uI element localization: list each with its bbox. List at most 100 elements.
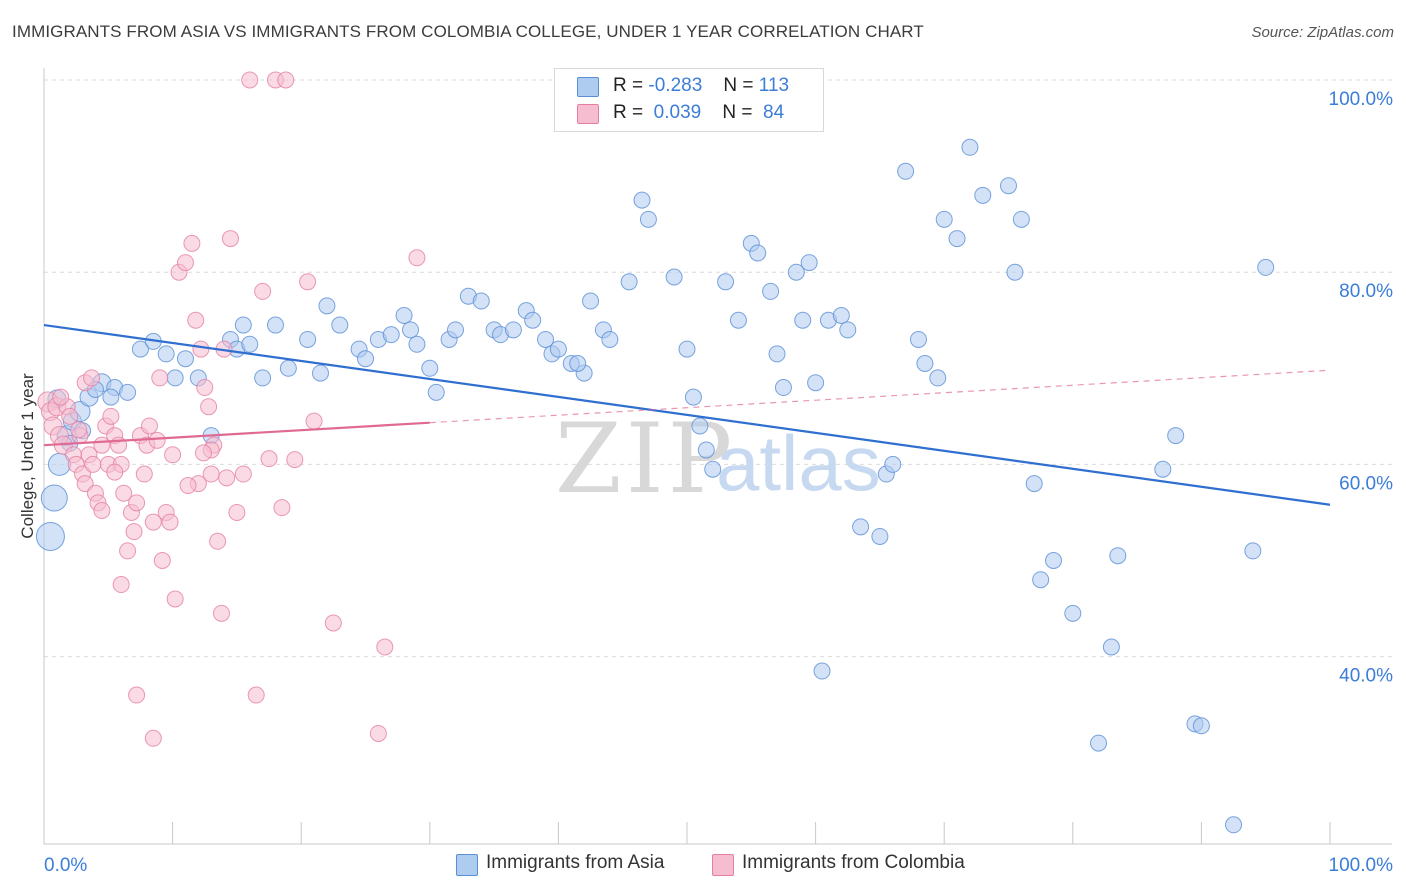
asia-point — [1244, 542, 1262, 560]
colombia-point — [153, 552, 171, 570]
asia-point — [800, 254, 818, 272]
asia-point — [408, 335, 426, 353]
asia-point — [961, 138, 979, 156]
colombia-point — [61, 407, 79, 425]
colombia-point — [273, 499, 291, 517]
stats-legend: R = -0.283 N = 113 R = 0.039 N = 84 — [554, 68, 824, 132]
asia-point — [241, 335, 259, 353]
y-tick-label: 100.0% — [1329, 89, 1394, 110]
asia-point — [601, 330, 619, 348]
asia-point — [897, 162, 915, 180]
colombia-point — [241, 71, 259, 89]
colombia-point — [228, 503, 246, 521]
asia-point — [1109, 547, 1127, 565]
colombia-point — [70, 421, 88, 439]
colombia-point — [128, 686, 146, 704]
colombia-point — [277, 71, 295, 89]
asia-point — [974, 186, 992, 204]
colombia-point — [299, 273, 317, 291]
colombia-point — [135, 465, 153, 483]
asia-point — [807, 374, 825, 392]
colombia-r-value: 0.039 — [653, 102, 702, 123]
colombia-swatch — [577, 104, 599, 124]
x-tick-label-max: 100.0% — [1329, 855, 1394, 876]
asia-point — [40, 484, 68, 512]
asia-point — [1064, 604, 1082, 622]
asia-point — [569, 354, 587, 372]
asia-point — [504, 321, 522, 339]
asia-point — [762, 282, 780, 300]
asia-point — [35, 521, 65, 551]
asia-point — [1045, 552, 1063, 570]
asia-point — [421, 359, 439, 377]
asia-point — [697, 441, 715, 459]
colombia-n-value: 84 — [763, 102, 785, 123]
colombia-point — [376, 638, 394, 656]
colombia-point — [194, 444, 212, 462]
colombia-point — [286, 451, 304, 469]
colombia-point — [115, 484, 133, 502]
asia-point — [395, 306, 413, 324]
asia-point — [935, 210, 953, 228]
colombia-point — [166, 590, 184, 608]
asia-point — [794, 311, 812, 329]
asia-point — [852, 518, 870, 536]
colombia-point — [305, 412, 323, 430]
asia-point — [537, 330, 555, 348]
colombia-n-label: N = — [722, 102, 753, 123]
asia-point — [665, 268, 683, 286]
y-axis-label: College, Under 1 year — [18, 373, 37, 539]
colombia-point — [179, 477, 197, 495]
asia-point — [1167, 427, 1185, 445]
asia-point — [774, 379, 792, 397]
asia-point — [311, 364, 329, 382]
colombia-point — [112, 576, 130, 594]
asia-point — [266, 316, 284, 334]
colombia-point — [196, 379, 214, 397]
asia-point — [704, 460, 722, 478]
colombia-point — [83, 369, 101, 387]
asia-point — [909, 330, 927, 348]
asia-n-value: 113 — [758, 75, 790, 96]
watermark-zip: ZIP — [555, 403, 736, 515]
colombia-point — [93, 502, 111, 520]
colombia-point — [187, 311, 205, 329]
asia-point — [620, 273, 638, 291]
colombia-point — [212, 604, 230, 622]
colombia-point — [52, 388, 70, 406]
asia-r-label: R = — [613, 75, 644, 96]
asia-point — [582, 292, 600, 310]
asia-point — [813, 662, 831, 680]
asia-point — [1090, 734, 1108, 752]
colombia-point — [84, 455, 102, 473]
axes — [43, 68, 1392, 845]
asia-point — [832, 306, 850, 324]
asia-point — [549, 340, 567, 358]
source-label: Source: ZipAtlas.com — [1251, 24, 1394, 41]
asia-point — [1000, 177, 1017, 195]
asia-point — [119, 383, 137, 401]
asia-point — [948, 230, 966, 248]
asia-point — [787, 263, 805, 281]
asia-point — [684, 388, 702, 406]
colombia-point — [260, 450, 278, 468]
asia-legend-label: Immigrants from Asia — [486, 852, 665, 873]
asia-point — [402, 321, 420, 339]
asia-point — [633, 191, 651, 209]
colombia-point — [202, 465, 220, 483]
asia-point — [871, 527, 889, 545]
asia-point — [1102, 638, 1120, 656]
colombia-point — [102, 407, 120, 425]
colombia-point — [234, 465, 252, 483]
colombia-point — [176, 254, 194, 272]
asia-point — [524, 311, 542, 329]
asia-point — [318, 297, 336, 315]
colombia-point — [140, 417, 158, 435]
asia-point — [176, 350, 194, 368]
colombia-points — [37, 71, 426, 747]
colombia-point — [408, 249, 426, 267]
asia-point — [1154, 460, 1172, 478]
asia-point — [254, 369, 272, 387]
asia-point — [639, 210, 657, 228]
